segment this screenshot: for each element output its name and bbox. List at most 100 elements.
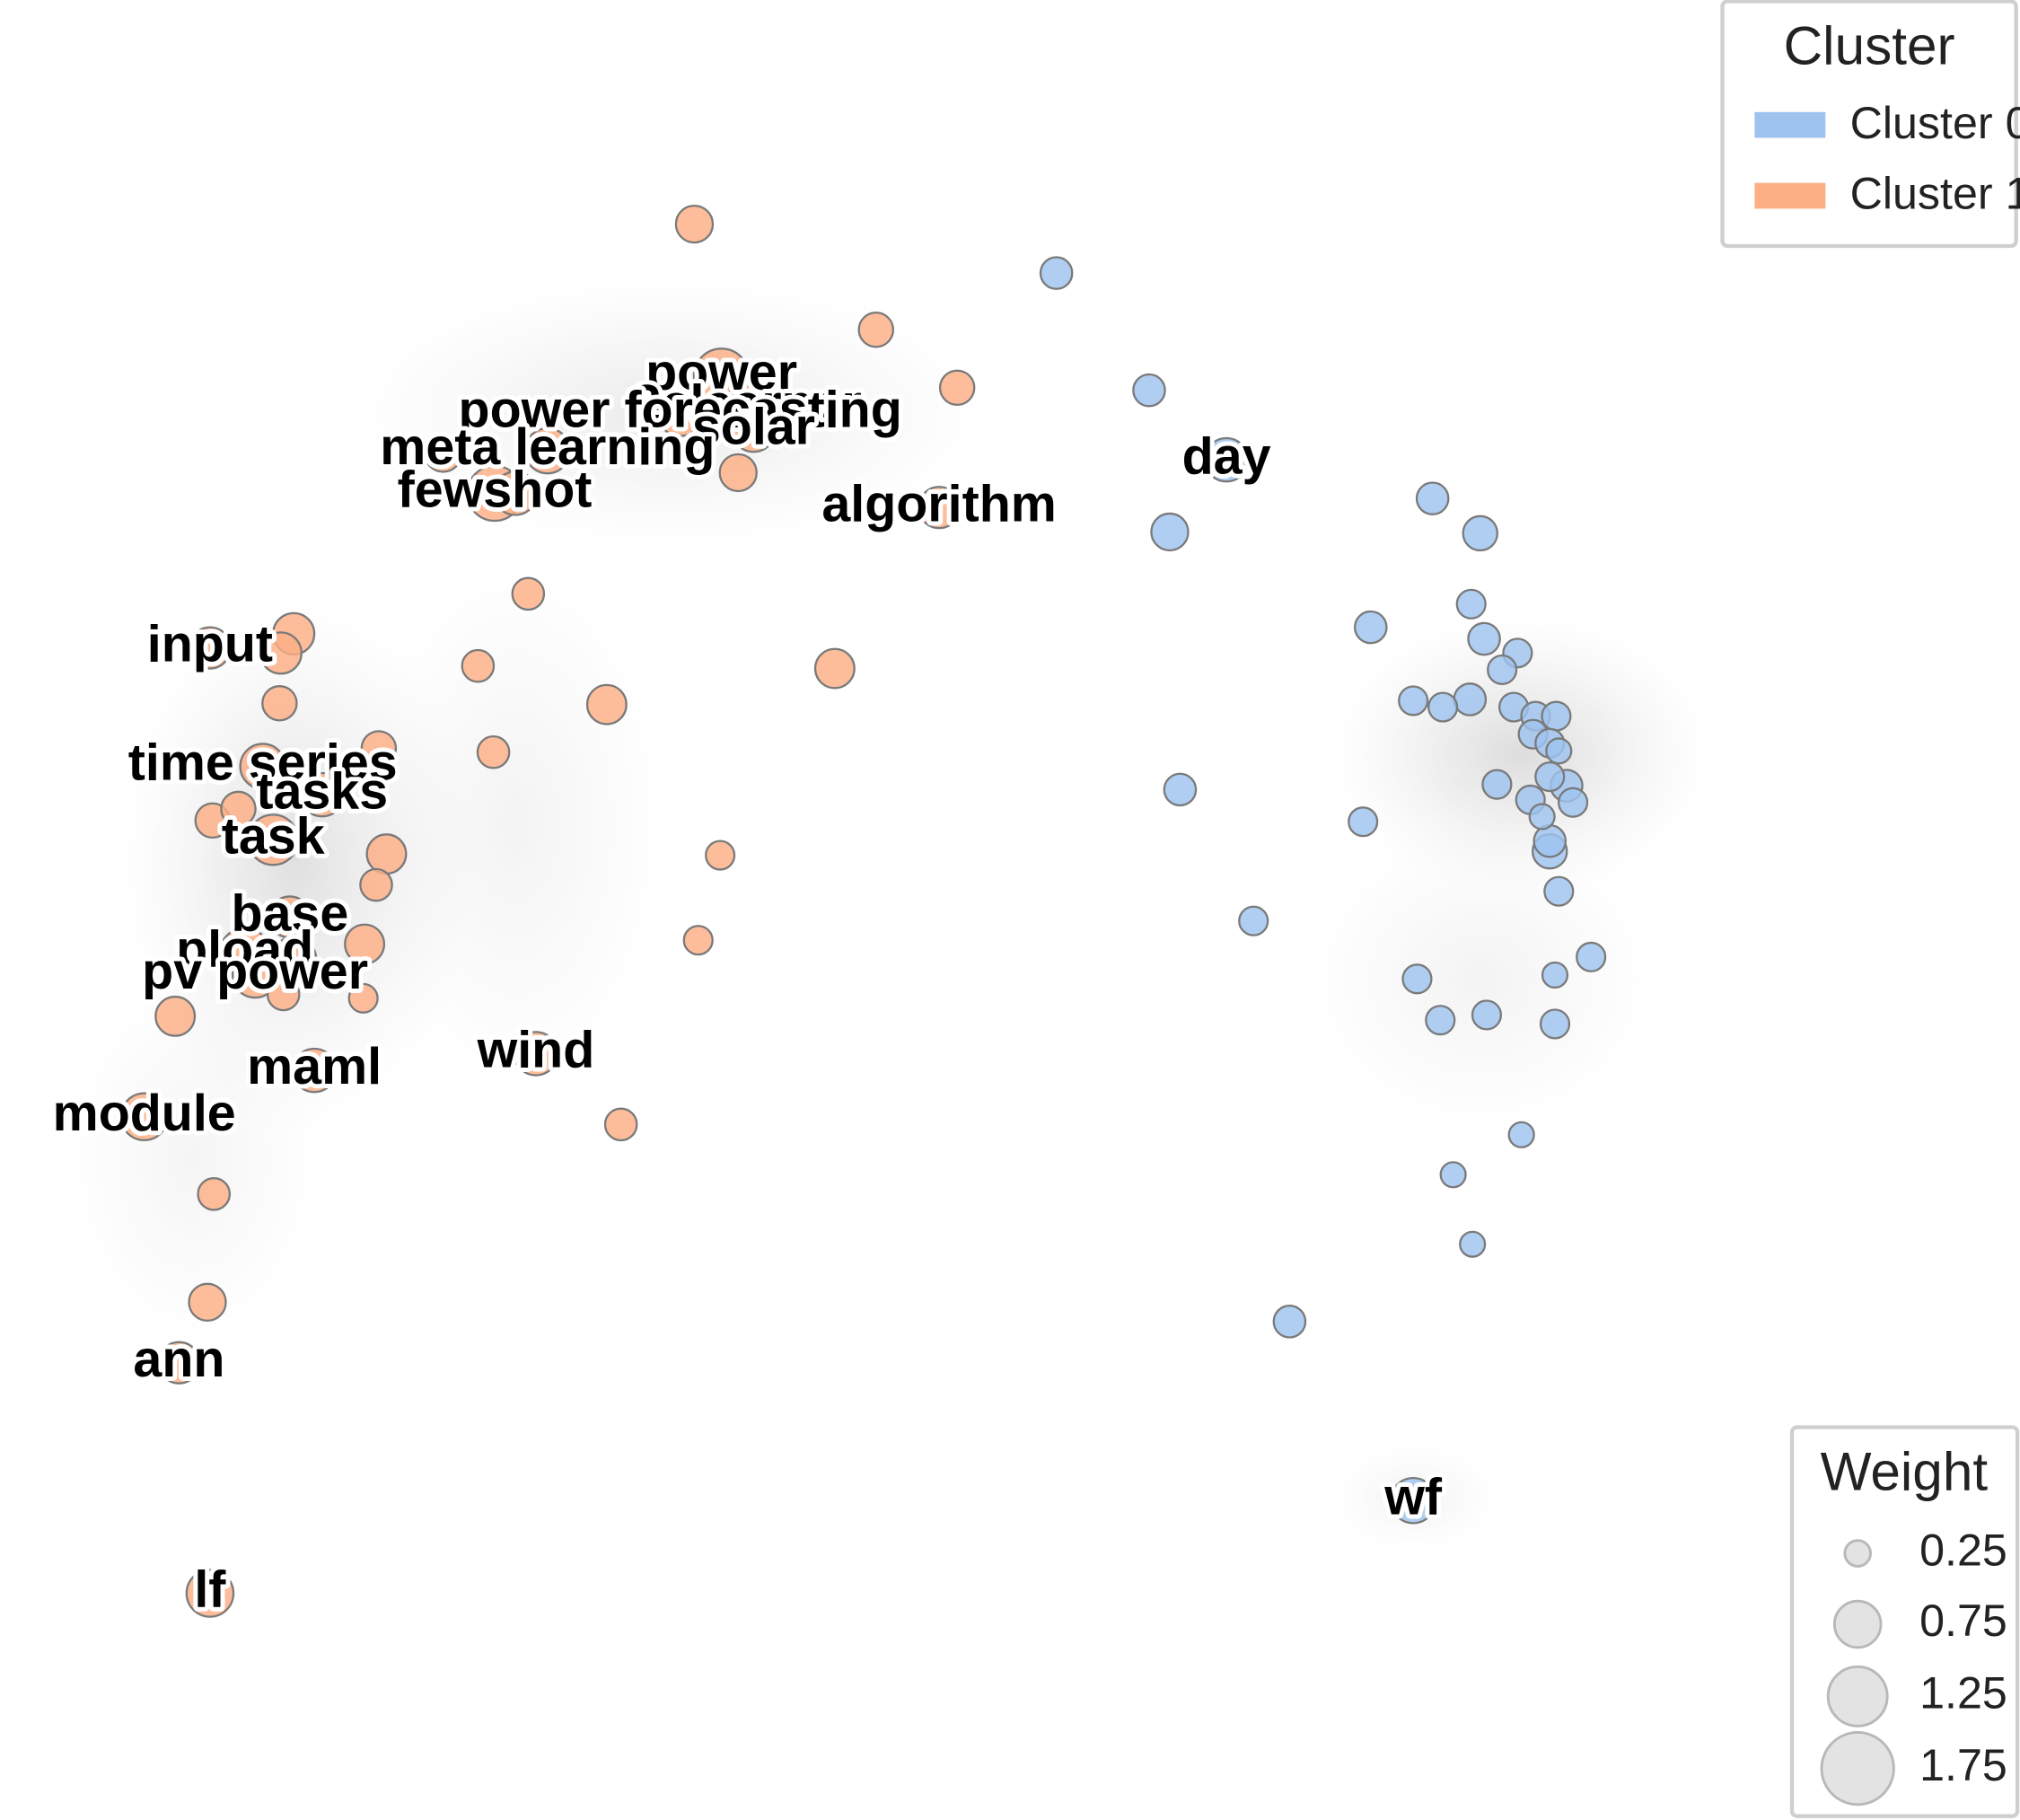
term-bubble-80 <box>1238 905 1269 936</box>
term-bubble-40 <box>154 995 197 1037</box>
term-bubble-12 <box>492 470 539 516</box>
term-bubble-53 <box>1415 481 1450 515</box>
term-bubble-76 <box>1348 806 1379 838</box>
term-bubble-90 <box>1272 1305 1307 1339</box>
density-region-3 <box>347 528 683 1121</box>
term-label-wf: wf <box>1383 1468 1443 1525</box>
term-bubble-39 <box>347 982 379 1014</box>
term-bubble-52 <box>1150 512 1190 552</box>
term-bubble-89 <box>1459 1230 1487 1258</box>
term-bubble-solar <box>731 407 777 453</box>
term-bubble-88 <box>1439 1161 1467 1189</box>
term-bubble-power-forecasting <box>656 390 704 437</box>
term-bubble-2 <box>857 312 894 348</box>
term-label-solar: solar <box>692 398 815 455</box>
term-bubble-3 <box>938 369 976 407</box>
term-label-maml: maml <box>247 1038 382 1095</box>
term-label-base: base <box>231 885 348 943</box>
density-region-6 <box>1287 811 1675 1147</box>
term-bubble-time-series <box>239 743 286 790</box>
term-bubble-57 <box>1467 621 1501 656</box>
term-bubble-18 <box>259 631 303 675</box>
term-bubble-34 <box>344 923 386 965</box>
term-bubbles <box>119 204 1607 1618</box>
term-bubble-84 <box>1425 1005 1456 1036</box>
term-bubble-32 <box>682 925 714 956</box>
term-bubble-49 <box>1039 256 1074 290</box>
cluster-1-swatch <box>1754 182 1826 209</box>
term-bubble-69 <box>1163 772 1198 807</box>
term-bubble-71 <box>1534 761 1566 793</box>
term-bubble-59 <box>1487 654 1518 686</box>
term-bubble-algorithm <box>917 486 962 530</box>
term-bubble-30 <box>359 867 393 902</box>
weight-key-circle-1 <box>1843 1539 1872 1568</box>
cluster-legend: Cluster Cluster 0 Cluster 1 <box>1720 0 2020 249</box>
density-region-4 <box>51 953 336 1366</box>
term-bubble-68 <box>1545 737 1573 765</box>
term-bubble-56 <box>1353 610 1388 645</box>
term-bubble-ann <box>157 1341 201 1385</box>
term-bubble-day <box>1203 436 1250 483</box>
term-bubble-22 <box>476 734 511 769</box>
density-contours <box>51 270 1714 1556</box>
term-bubble-14 <box>511 576 546 611</box>
term-bubble-83 <box>1541 961 1569 989</box>
term-bubble-task <box>247 813 300 866</box>
term-bubble-77 <box>1533 823 1568 858</box>
term-bubble-70 <box>1481 769 1513 800</box>
term-bubble-60 <box>1398 685 1429 717</box>
term-bubble-29 <box>365 833 408 875</box>
term-label-pv-power: pv power <box>142 943 368 1000</box>
term-bubble-74 <box>1557 787 1589 818</box>
term-bubble-lf <box>185 1569 235 1618</box>
term-label-power: power <box>646 344 797 401</box>
term-label-lf: lf <box>194 1561 226 1619</box>
term-label-fewshot: fewshot <box>398 462 593 519</box>
term-label-wind: wind <box>477 1022 595 1079</box>
term-bubble-82 <box>1401 963 1433 995</box>
term-bubble-55 <box>1455 588 1487 620</box>
term-bubble-module <box>119 1092 169 1141</box>
term-bubble-31 <box>705 840 736 871</box>
term-bubble-21 <box>585 683 628 725</box>
term-bubble-pv-power <box>231 951 279 999</box>
weight-key-circle-4 <box>1820 1731 1895 1807</box>
term-label-module: module <box>53 1085 236 1142</box>
term-bubble-87 <box>1507 1121 1535 1148</box>
term-label-meta-learning: meta learning <box>380 418 715 476</box>
term-label-day: day <box>1182 427 1271 485</box>
term-bubble-tasks <box>299 771 345 818</box>
term-bubble-23 <box>360 730 398 767</box>
term-label-input: input <box>147 616 273 673</box>
weight-legend-title: Weight <box>1821 1441 1989 1502</box>
weight-key-label-1: 0.25 <box>1919 1525 2007 1575</box>
weight-key-label-2: 0.75 <box>1919 1596 2007 1646</box>
term-label-time-series: time series <box>128 734 398 792</box>
cluster-legend-title: Cluster <box>1784 15 1955 76</box>
cluster-0-label: Cluster 0 <box>1850 98 2020 148</box>
term-bubble-44 <box>603 1107 638 1142</box>
term-bubble-20 <box>261 685 298 722</box>
weight-key-label-3: 1.25 <box>1919 1668 2007 1719</box>
term-bubble-wf <box>1389 1476 1437 1525</box>
term-bubble-38 <box>266 977 301 1012</box>
term-bubble-wind <box>513 1031 559 1077</box>
term-label-2clearner: 2clearner <box>633 374 862 432</box>
term-bubble-45 <box>197 1177 231 1211</box>
term-bubble-50 <box>1132 373 1166 408</box>
term-bubble-65 <box>1541 700 1572 732</box>
weight-key-circle-2 <box>1832 1599 1883 1649</box>
term-label-power-forecasting: power forecasting <box>459 382 902 439</box>
term-bubble-16 <box>813 647 856 690</box>
term-bubble-maml <box>291 1047 338 1094</box>
term-bubble-base <box>268 895 312 939</box>
weight-key-circle-3 <box>1826 1665 1889 1728</box>
term-bubble-79 <box>1543 875 1575 907</box>
term-bubble-8 <box>718 453 758 493</box>
term-bubble-15 <box>461 648 496 683</box>
term-bubble-75 <box>1528 803 1556 831</box>
term-bubble-9 <box>423 434 463 473</box>
